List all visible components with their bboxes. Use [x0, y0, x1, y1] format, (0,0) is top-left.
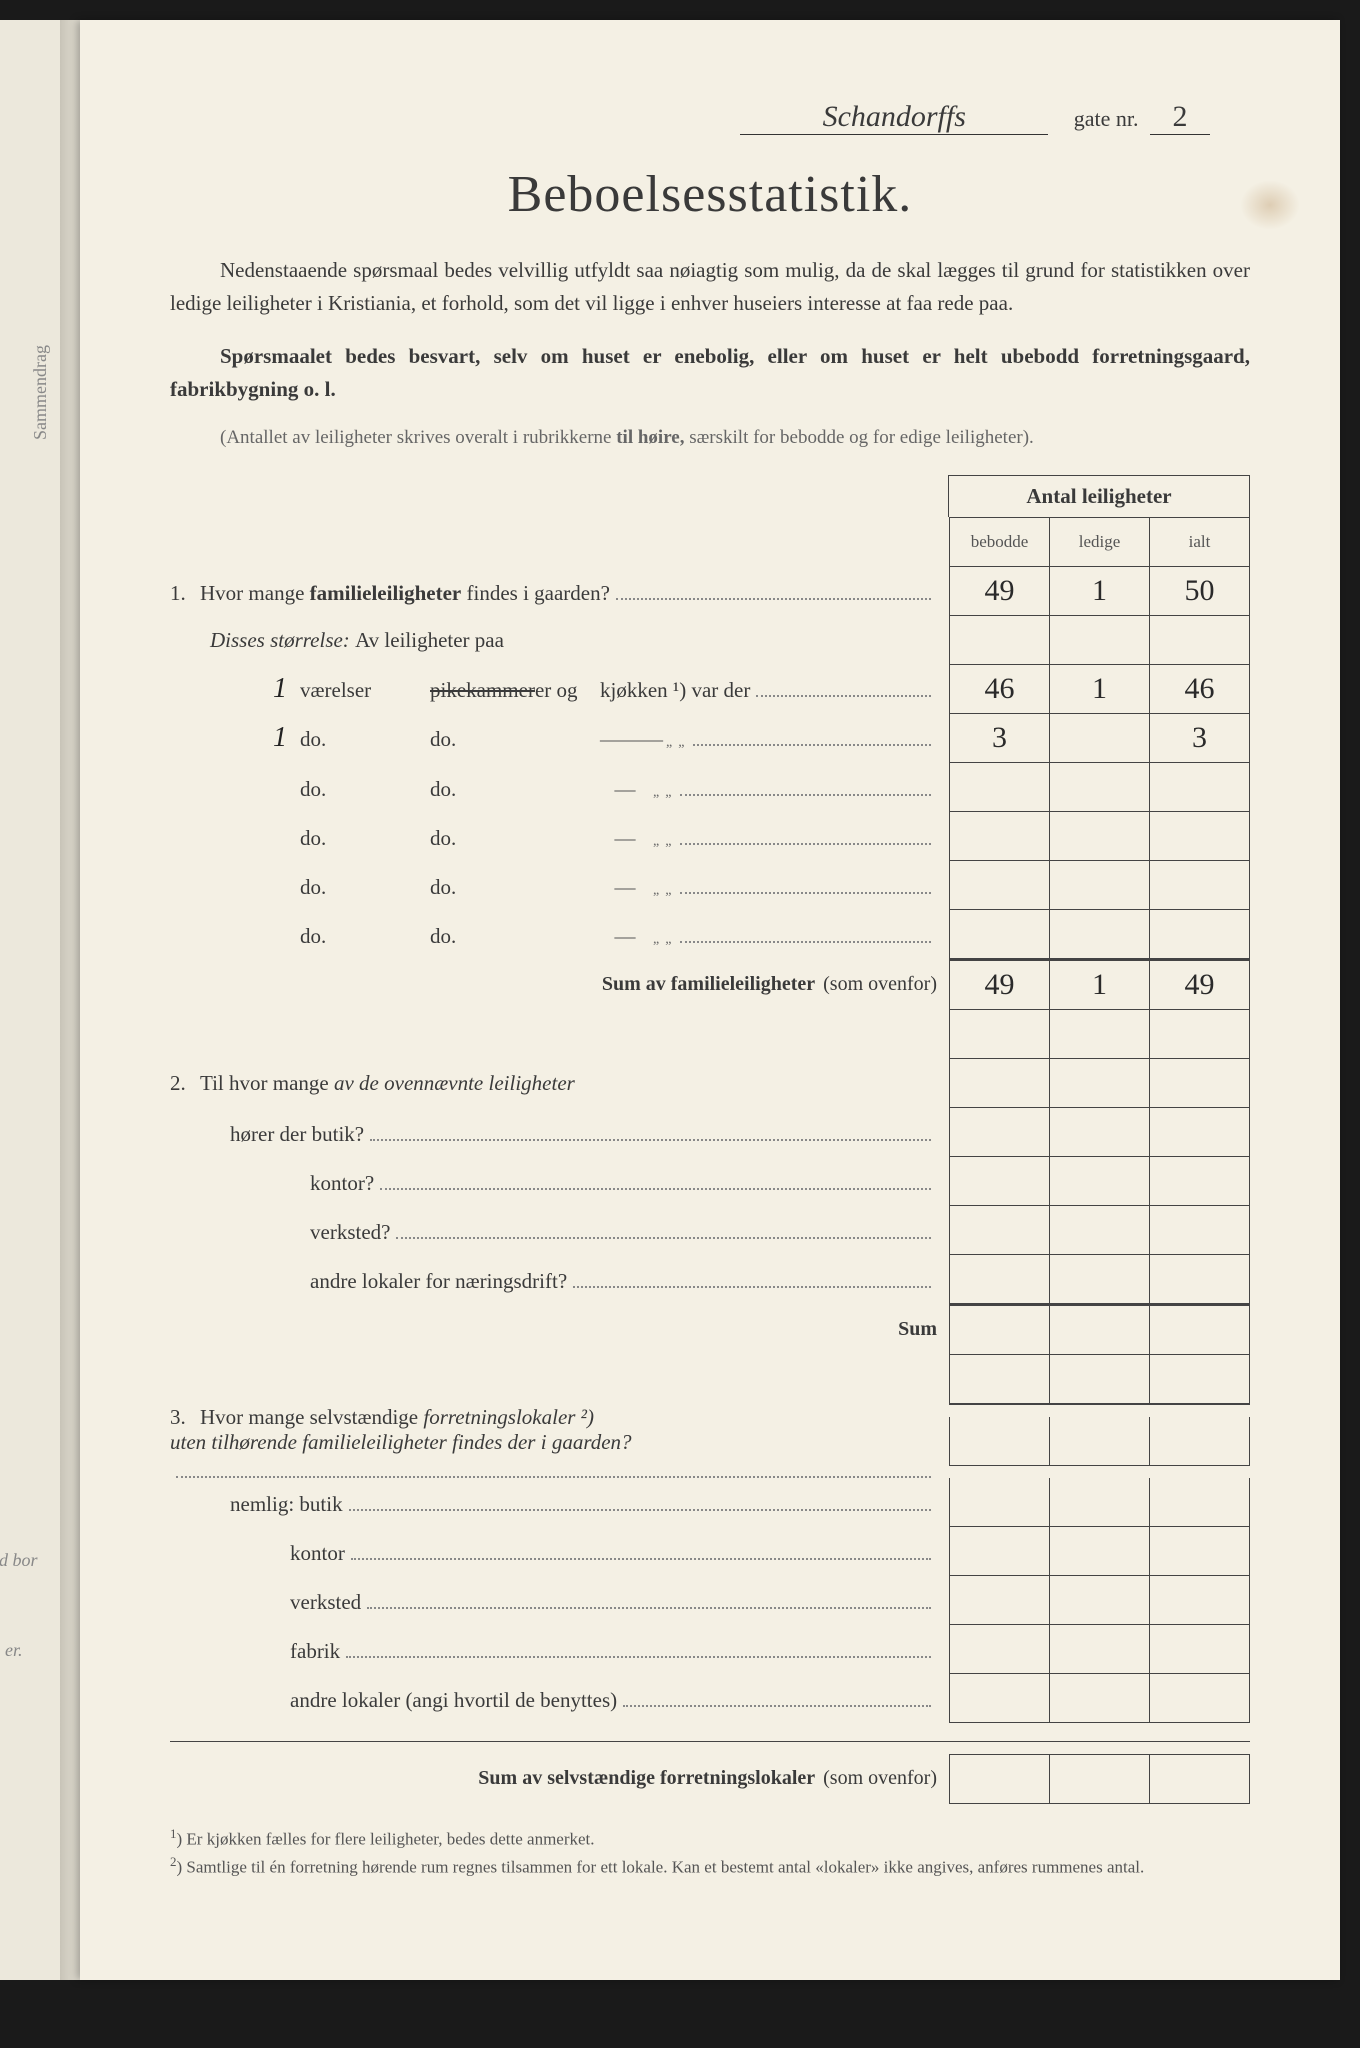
- binding-left-strip: Sammendrag nd bor er.: [0, 20, 60, 1980]
- spacer-2: [170, 1355, 1250, 1405]
- q1-sum-bebodde: 49: [950, 959, 1050, 1010]
- cell-ledige: [1050, 910, 1150, 959]
- gate-number: 2: [1150, 100, 1210, 135]
- paper-stain: [1240, 180, 1300, 230]
- cell-ialt: 3: [1150, 714, 1250, 763]
- room-count: 1: [260, 673, 300, 705]
- street-name: Schandorffs: [740, 100, 1048, 135]
- q1-detail-row: 1værelserpikekammerer ogkjøkken ¹) var d…: [170, 665, 1250, 714]
- spacer: [170, 1010, 1250, 1059]
- q3-line-row: fabrik: [170, 1625, 1250, 1674]
- cell-bebodde: [950, 910, 1050, 959]
- cell-ledige: [1050, 861, 1150, 910]
- cell-bebodde: [950, 861, 1050, 910]
- cell-ledige: [1050, 763, 1150, 812]
- cell-ledige: 1: [1050, 665, 1150, 714]
- q1-sum-ialt: 49: [1150, 959, 1250, 1010]
- q3-row: 3. Hvor mange selvstændige forretningslo…: [170, 1405, 1250, 1478]
- page-title: Beboelsesstatistik.: [170, 165, 1250, 224]
- cell-ialt: 46: [1150, 665, 1250, 714]
- table-header-row: bebodde ledige ialt: [170, 517, 1250, 567]
- q1-num: 1.: [170, 581, 200, 606]
- col-header-ledige: ledige: [1050, 517, 1150, 567]
- cell-ialt: [1150, 763, 1250, 812]
- q1-bebodde: 49: [950, 567, 1050, 616]
- separator-line: [170, 1741, 1250, 1742]
- intro-note: (Antallet av leiligheter skrives overalt…: [170, 424, 1250, 453]
- q3-line-row: verksted: [170, 1576, 1250, 1625]
- left-text-3: er.: [5, 1640, 23, 1661]
- q2-line-row: kontor?: [170, 1157, 1250, 1206]
- header-line: Schandorffs gate nr. 2: [170, 100, 1250, 135]
- q2-sum-row: Sum: [170, 1304, 1250, 1355]
- q3-line-row: kontor: [170, 1527, 1250, 1576]
- cell-ialt: [1150, 861, 1250, 910]
- page-binding: [60, 20, 80, 1980]
- gate-label: gate nr.: [1074, 106, 1139, 131]
- q1-row: 1. Hvor mange familieleiligheter findes …: [170, 567, 1250, 616]
- q2-line-row: andre lokaler for næringsdrift?: [170, 1255, 1250, 1304]
- cell-ialt: [1150, 910, 1250, 959]
- table-header-title: Antal leiligheter: [948, 475, 1250, 517]
- cell-ledige: [1050, 812, 1150, 861]
- q1-sum-row: Sum av familieleiligheter (som ovenfor) …: [170, 959, 1250, 1010]
- q3-line-row: andre lokaler (angi hvortil de benyttes): [170, 1674, 1250, 1723]
- cell-bebodde: [950, 763, 1050, 812]
- q1-detail-row: 1do.do. ———„„33: [170, 714, 1250, 763]
- q1-disses-row: Disses størrelse: Av leiligheter paa: [170, 616, 1250, 665]
- intro-p1: Nedenstaaende spørsmaal bedes velvillig …: [170, 254, 1250, 319]
- q1-detail-row: do.do. —„„: [170, 812, 1250, 861]
- col-header-ialt: ialt: [1150, 517, 1250, 567]
- cell-bebodde: 3: [950, 714, 1050, 763]
- left-text-2: nd bor: [0, 1550, 38, 1571]
- footnotes: 1) Er kjøkken fælles for flere leilighet…: [170, 1824, 1250, 1880]
- intro-p2: Spørsmaalet bedes besvart, selv om huset…: [170, 340, 1250, 405]
- room-count: 1: [260, 722, 300, 754]
- cell-ialt: [1150, 812, 1250, 861]
- document-page: Schandorffs gate nr. 2 Beboelsesstatisti…: [80, 20, 1340, 1980]
- col-header-bebodde: bebodde: [950, 517, 1050, 567]
- q3-nemlig: nemlig: butik: [170, 1478, 1250, 1527]
- q1-sum-ledige: 1: [1050, 959, 1150, 1010]
- q3-sum-row: Sum av selvstændige forretningslokaler (…: [170, 1754, 1250, 1804]
- q2-line-row: hører der butik?: [170, 1108, 1250, 1157]
- form-table: Antal leiligheter bebodde ledige ialt 1.…: [170, 475, 1250, 1804]
- cell-ledige: [1050, 714, 1150, 763]
- cell-bebodde: [950, 812, 1050, 861]
- q1-detail-row: do.do. —„„: [170, 763, 1250, 812]
- left-text-1: Sammendrag: [30, 345, 51, 440]
- cell-bebodde: 46: [950, 665, 1050, 714]
- q2-row: 2. Til hvor mange av de ovennævnte leili…: [170, 1059, 1250, 1108]
- q1-ialt: 50: [1150, 567, 1250, 616]
- q1-detail-row: do.do. —„„: [170, 910, 1250, 959]
- q1-detail-row: do.do. —„„: [170, 861, 1250, 910]
- q1-ledige: 1: [1050, 567, 1150, 616]
- q2-line-row: verksted?: [170, 1206, 1250, 1255]
